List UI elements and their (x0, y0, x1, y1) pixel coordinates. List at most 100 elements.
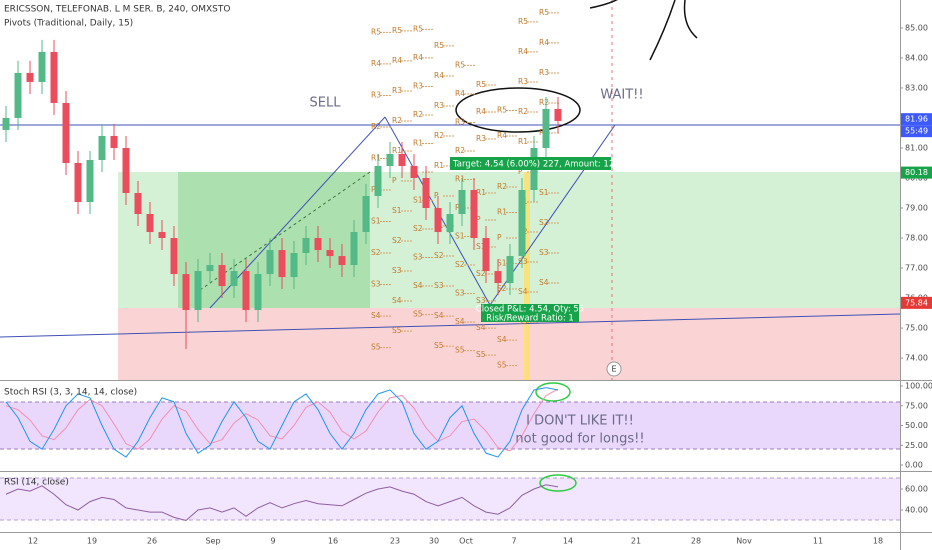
candle-body (470, 190, 478, 239)
pivot-label: R3 (476, 134, 486, 143)
stoch-title: Stoch RSI (3, 3, 14, 14, close) (4, 388, 137, 398)
pivot-label: R1 (413, 138, 423, 147)
pivot-label: R4 (455, 89, 465, 98)
countdown-label: 55:49 (905, 127, 928, 136)
closed-box (481, 304, 579, 322)
candle-body (518, 190, 526, 257)
stoch-k-line (5, 387, 559, 458)
y-tick-label: 100.00 (905, 382, 932, 391)
candle-body (446, 214, 454, 233)
candle-body (206, 265, 214, 272)
pivot-label: R1 (476, 188, 486, 197)
pivot-label: P (497, 233, 502, 242)
stoch-band (0, 402, 900, 449)
price-badge (901, 296, 932, 309)
circle-drawing (455, 87, 581, 133)
pivot-label: R5 (497, 105, 507, 114)
candle-body (422, 177, 430, 209)
pivot-label: S3 (371, 280, 381, 289)
pivot-label: S3 (392, 266, 402, 275)
wait-note: WAIT!! (600, 88, 643, 103)
pivot-label: R5 (476, 80, 486, 89)
pivot-label: R3 (413, 81, 423, 90)
y-tick-label: 81.00 (905, 143, 928, 152)
circle-drawing (535, 382, 571, 402)
pivot-label: S2 (455, 260, 465, 269)
candle-body (242, 271, 250, 311)
freehand-drawing (589, 0, 698, 61)
pivot-label: S1 (497, 259, 507, 268)
pivot-label: R3 (371, 90, 381, 99)
candle-body (302, 238, 310, 254)
pivot-label: S3 (413, 253, 423, 262)
pivot-label: S5 (434, 341, 444, 350)
x-tick-label: 7 (511, 537, 516, 546)
x-tick-label: 12 (28, 537, 38, 546)
pivot-label: R1 (497, 208, 507, 217)
highlight-band (524, 172, 530, 380)
pivot-label: S4 (518, 287, 528, 296)
pivot-label: S4 (497, 335, 507, 344)
candle-body (218, 265, 226, 287)
pivot-label: R1 (371, 153, 381, 162)
candle-body (134, 193, 142, 215)
pivot-label: R4 (434, 71, 444, 80)
target-box (450, 157, 611, 170)
candle-body (542, 108, 550, 148)
candle-body (110, 135, 118, 148)
candle-body (182, 274, 190, 311)
y-tick-label: 75.00 (905, 324, 928, 333)
pivot-label: S1 (392, 206, 402, 215)
pivot-label: R5 (539, 8, 549, 17)
candle-body (38, 51, 46, 82)
pivot-label: R1 (392, 146, 402, 155)
candle-body (362, 196, 370, 233)
pivot-label: R1 (518, 137, 528, 146)
price-badge-label: 80.18 (905, 168, 928, 177)
pivot-label: P (434, 191, 439, 200)
event-marker (606, 361, 622, 377)
stoch-d-line (5, 388, 559, 452)
pivot-label: S2 (392, 236, 402, 245)
stoch-note: not good for longs!! (515, 432, 644, 447)
pivot-label: S1 (413, 196, 423, 205)
pivot-label: R3 (392, 86, 402, 95)
pivot-label: R4 (476, 107, 486, 116)
x-tick-label: Nov (736, 537, 752, 546)
y-tick-label: 85.00 (905, 23, 928, 32)
pivot-label: R4 (371, 59, 381, 68)
y-tick-label: 83.00 (905, 83, 928, 92)
pivot-label: P (455, 203, 460, 212)
pivot-label: R4 (497, 131, 507, 140)
pivot-label: R4 (518, 47, 528, 56)
pivot-label: R2 (539, 98, 549, 107)
pivot-label: S5 (371, 343, 381, 352)
y-tick-label: 77.00 (905, 264, 928, 273)
pivot-label: S5 (497, 361, 507, 370)
x-tick-label: 30 (429, 537, 439, 546)
y-tick-label: 40.00 (905, 506, 928, 515)
profit-zone-active (178, 172, 370, 308)
candle-body (434, 208, 442, 233)
pivot-label: R4 (539, 38, 549, 47)
trade-path (199, 171, 371, 291)
candle-body (494, 271, 502, 284)
pivot-label: S5 (392, 326, 402, 335)
pivot-label: S2 (413, 224, 423, 233)
pivot-label: S1 (371, 217, 381, 226)
candle-body (62, 102, 70, 163)
pivot-label: S1 (539, 188, 549, 197)
closed-label: Closed P&L: 4.54, Qty: 55 (476, 305, 584, 315)
candle-body (482, 238, 490, 272)
candle-body (410, 165, 418, 178)
pivot-label: R5 (371, 27, 381, 36)
pivot-label: R5 (518, 17, 528, 26)
x-tick-label: 16 (328, 537, 338, 546)
pivot-label: R2 (371, 122, 381, 131)
price-badge-label: 75.84 (905, 298, 928, 307)
x-tick-label: 19 (87, 537, 97, 546)
candle-body (146, 214, 154, 233)
pivot-label: R3 (455, 117, 465, 126)
pivot-label: S4 (392, 296, 402, 305)
price-badge-label: 81.96 (905, 115, 928, 124)
